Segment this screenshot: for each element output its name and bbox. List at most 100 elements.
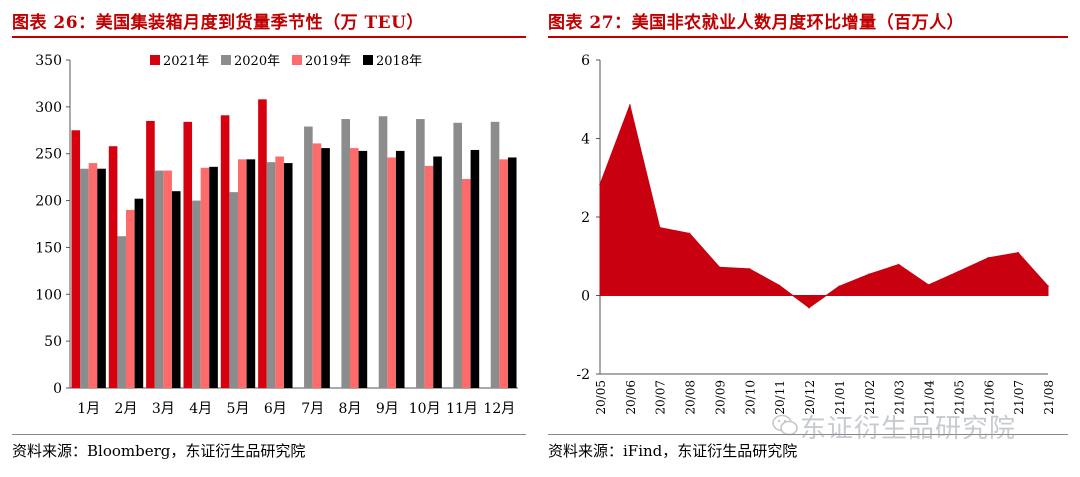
bar: [453, 122, 462, 388]
x-tick-label: 20/10: [743, 380, 757, 415]
bar: [378, 116, 388, 388]
bar: [183, 121, 193, 388]
bar: [283, 163, 293, 388]
x-tick-label: 4月: [189, 401, 212, 417]
x-tick-label: 20/11: [773, 380, 787, 415]
x-tick-label: 11月: [446, 401, 478, 417]
y-tick-label: 200: [35, 194, 62, 210]
data-point: [808, 306, 810, 309]
y-tick-label: 0: [581, 289, 590, 305]
data-point: [688, 232, 691, 235]
legend-swatch: [150, 55, 160, 65]
bar: [192, 200, 201, 388]
bar: [266, 162, 276, 388]
bar: [154, 170, 164, 388]
y-tick-label: 100: [35, 287, 62, 303]
y-tick-label: 250: [35, 147, 62, 163]
bar: [71, 130, 81, 388]
x-tick-label: 7月: [301, 401, 324, 417]
bar: [200, 167, 210, 388]
legend-swatch: [292, 55, 302, 65]
bar: [462, 179, 471, 388]
x-tick-label: 20/12: [803, 380, 817, 415]
legend-label: 2018年: [376, 54, 422, 69]
container-arrivals-bar-chart: 0 50 100 150 200 250 300 350 1月 2月 3月 4月 5月 6月 7月 8月 9月 1…: [35, 53, 518, 417]
x-tick-label: 21/04: [923, 380, 937, 415]
data-point: [1047, 285, 1049, 287]
x-tick-label: 5月: [227, 401, 250, 417]
x-tick-label: 12月: [483, 401, 515, 417]
data-point: [987, 257, 990, 259]
y-tick-label: 50: [44, 334, 62, 350]
x-tick-label: 20/05: [594, 380, 608, 415]
bar: [304, 126, 313, 388]
nonfarm-payroll-area-chart: -2 0 2 4 6 20/05 20/06 20/07 20/08 20/09 20/10 20/1…: [576, 53, 1056, 415]
x-tick-label: 20/07: [654, 380, 668, 415]
bar: [134, 198, 144, 388]
y-tick-label: 300: [35, 100, 62, 116]
right-title-rule: [548, 36, 1068, 38]
bar: [275, 156, 284, 388]
legend-label: 2021年: [163, 54, 209, 69]
bar: [238, 159, 247, 388]
bar: [246, 159, 256, 388]
x-tick-label: 21/05: [952, 380, 966, 415]
x-tick-label: 6月: [264, 401, 287, 417]
y-tick-label: 4: [581, 132, 590, 148]
right-chart-title: 图表 27：美国非农就业人数月度环比增量（百万人）: [548, 13, 965, 33]
data-point: [599, 183, 601, 186]
x-tick-label: 21/01: [833, 380, 847, 415]
y-tick-label: 6: [581, 53, 590, 69]
bar: [163, 170, 172, 388]
right-source-note: 资料来源：iFind，东证衍生品研究院: [548, 442, 798, 460]
x-tick-label: 21/07: [1012, 380, 1026, 415]
data-point: [658, 226, 661, 229]
bar: [321, 148, 330, 388]
data-point: [1017, 251, 1019, 254]
data-point: [868, 273, 870, 276]
bar: [97, 168, 106, 388]
x-tick-label: 10月: [409, 401, 441, 417]
y-tick-label: 2: [581, 210, 590, 226]
left-source-note: 资料来源：Bloomberg，东证衍生品研究院: [12, 442, 306, 460]
bar: [507, 157, 517, 388]
area-series: [599, 103, 1049, 309]
watermark-text: 东证衍生品研究院: [800, 414, 1017, 444]
data-point: [748, 268, 751, 270]
x-tick-label: 1月: [77, 401, 100, 417]
bar: [229, 192, 238, 388]
bar: [416, 119, 425, 388]
x-tick-label: 20/09: [713, 380, 727, 415]
x-tick-label: 21/02: [863, 380, 877, 415]
bar: [490, 121, 500, 388]
x-tick-label: 21/08: [1042, 380, 1056, 415]
bar: [88, 163, 98, 388]
legend-swatch: [221, 55, 231, 65]
x-tick-label: 20/06: [624, 380, 638, 415]
bar: [424, 165, 434, 388]
x-tick-label: 8月: [339, 401, 362, 417]
bar: [108, 146, 118, 388]
data-point: [957, 270, 960, 273]
data-point: [927, 284, 930, 286]
legend-swatch: [363, 55, 373, 65]
left-title-rule: [12, 36, 526, 38]
x-tick-label: 21/06: [982, 380, 996, 415]
legend-label: 2020年: [234, 54, 280, 69]
bar: [209, 166, 218, 388]
data-point: [838, 285, 840, 288]
bar: [80, 168, 89, 388]
bar: [395, 150, 405, 388]
wechat-logo-icon: [772, 414, 798, 436]
data-point: [629, 104, 631, 106]
bar: [117, 236, 126, 388]
bar: [499, 159, 508, 388]
bar: [470, 149, 480, 388]
data-point: [778, 284, 780, 287]
data-point: [718, 266, 721, 269]
y-tick-label: -2: [576, 367, 590, 383]
legend-label: 2019年: [305, 54, 351, 69]
right-bottom-rule: [548, 434, 1068, 435]
bar: [387, 157, 396, 388]
bar: [258, 99, 267, 389]
